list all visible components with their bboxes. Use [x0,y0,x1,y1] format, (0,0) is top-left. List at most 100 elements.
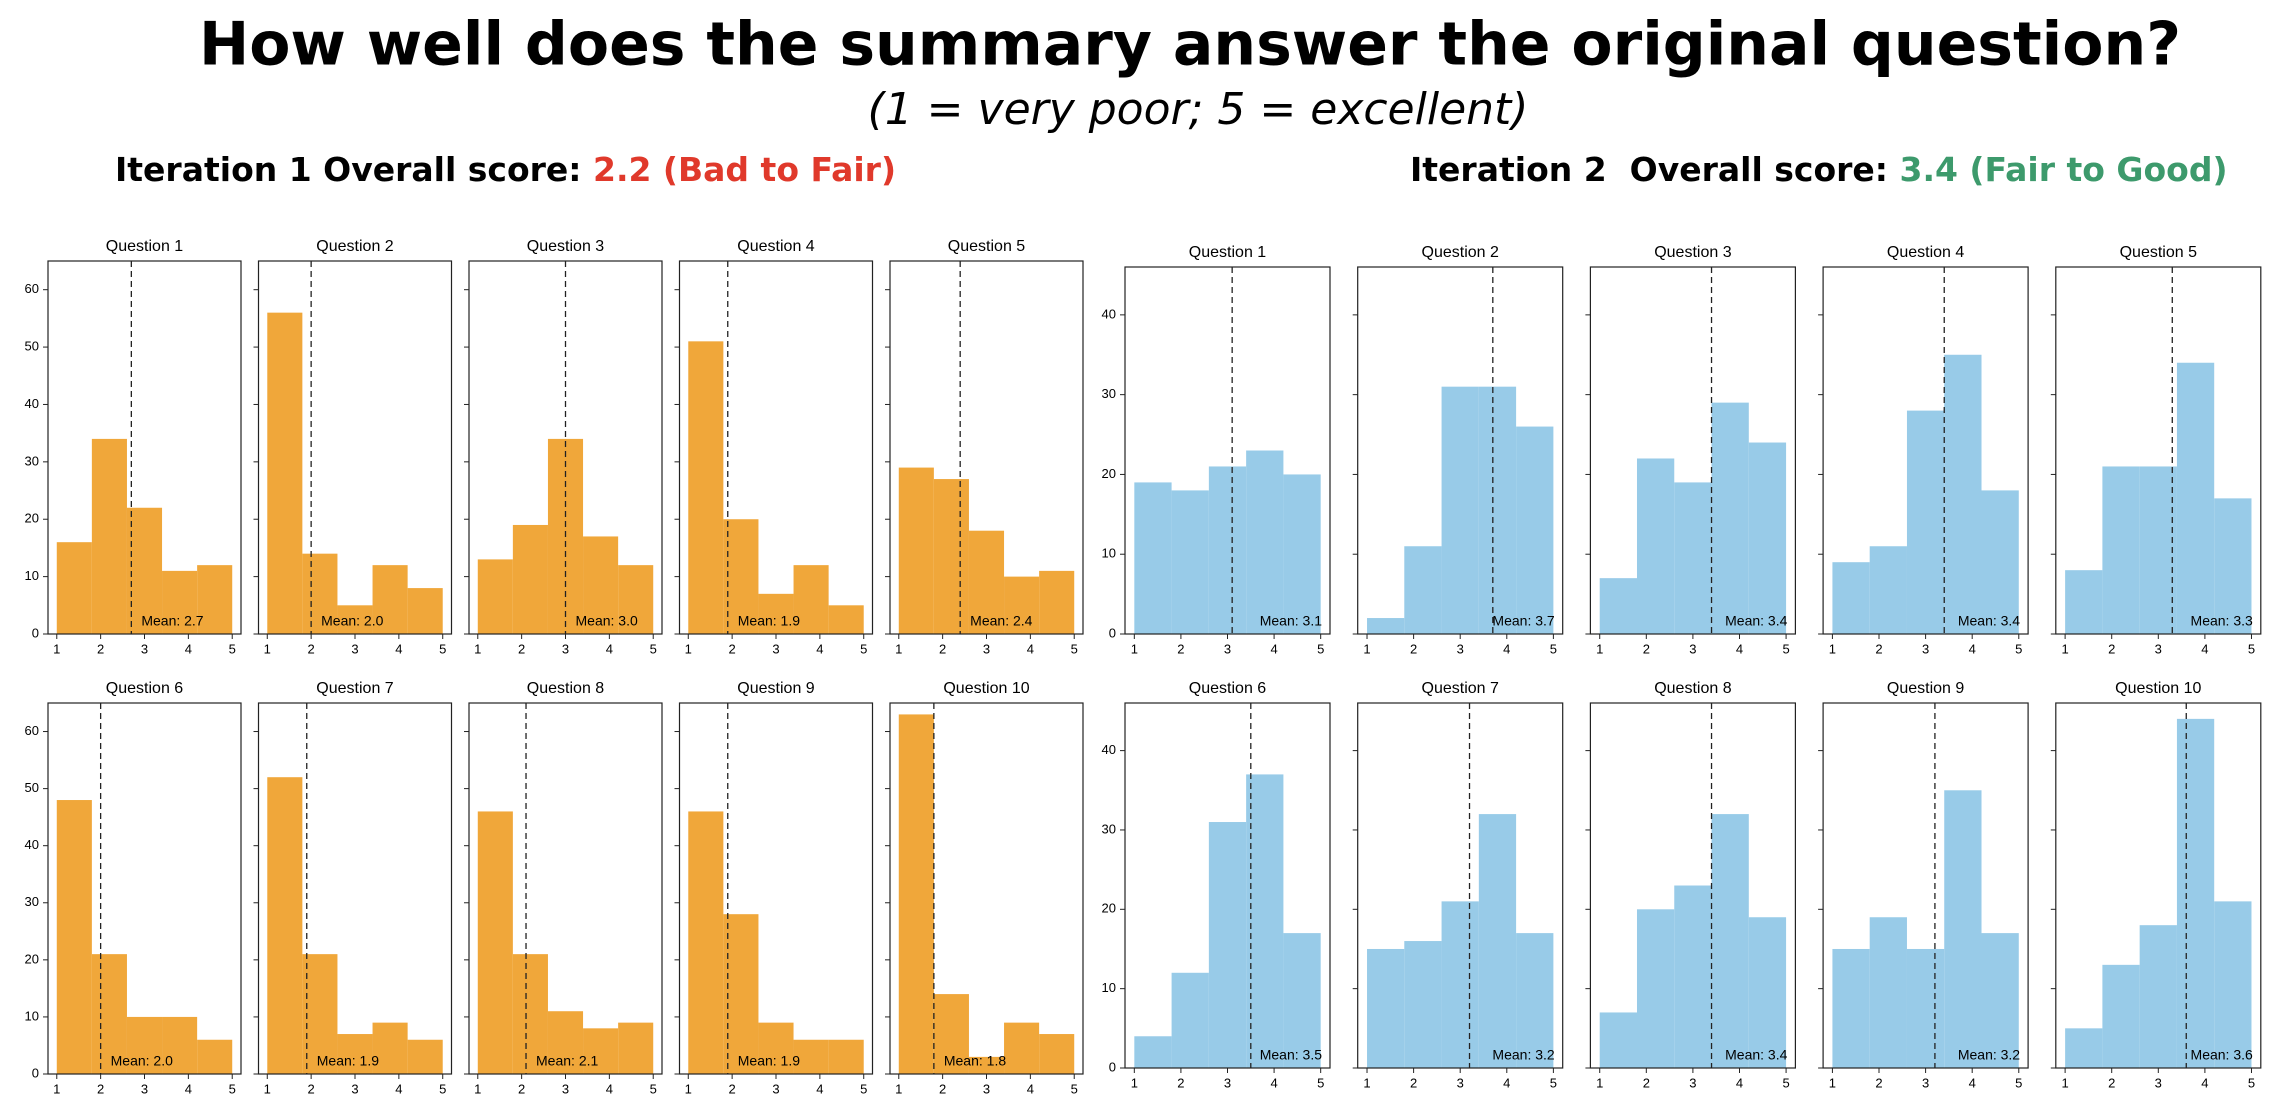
x-tick-label: 2 [1643,1075,1650,1090]
bar [1944,354,1982,634]
x-tick-label: 2 [1410,1075,1417,1090]
x-tick-label: 5 [650,1081,657,1096]
bar [1367,948,1405,1068]
y-tick-label: 50 [25,339,39,354]
chart-title: Question 6 [1189,680,1266,697]
mean-label: Mean: 2.0 [321,613,383,629]
bar [512,524,548,634]
x-tick-label: 4 [2201,1075,2208,1090]
x-tick-label: 2 [2108,1075,2115,1090]
bar [1599,1012,1637,1068]
x-tick-label: 5 [1550,1075,1557,1090]
x-tick-label: 3 [1922,641,1929,656]
bar [1516,426,1554,634]
x-tick-label: 3 [1689,641,1696,656]
bar [933,994,969,1074]
panel-header: Iteration 2 Overall score: 3.4 (Fair to … [1410,150,2228,189]
bar [1674,885,1712,1068]
y-tick-label: 0 [32,1065,39,1080]
x-tick-label: 1 [1131,1075,1138,1090]
bar [2176,718,2215,1068]
x-tick-label: 2 [1875,1075,1882,1090]
bar [618,565,654,634]
x-tick-label: 4 [1270,641,1277,656]
page-title: How well does the summary answer the ori… [199,10,2181,80]
chart-title: Question 5 [2120,244,2197,261]
x-tick-label: 1 [474,641,481,656]
bar [91,954,127,1074]
x-tick-label: 3 [562,641,569,656]
bar [1208,466,1247,634]
x-tick-label: 3 [2155,641,2162,656]
chart-title: Question 7 [316,680,393,697]
x-tick-label: 4 [395,1081,402,1096]
mean-label: Mean: 2.4 [970,613,1032,629]
y-tick-label: 20 [25,951,39,966]
bar [898,714,934,1074]
chart-title: Question 4 [737,238,814,255]
bar [1283,474,1321,634]
chart-title: Question 8 [527,680,604,697]
x-tick-label: 2 [939,1081,946,1096]
mean-label: Mean: 1.9 [317,1053,379,1069]
bar [337,1034,373,1074]
y-tick-label: 40 [25,837,39,852]
bar [1599,578,1637,634]
chart-title: Question 4 [1887,244,1964,261]
bar [1039,570,1075,634]
page-subtitle: (1 = very poor; 5 = excellent) [868,84,1529,135]
bar [1674,482,1712,634]
bar [126,507,163,634]
mean-label: Mean: 3.7 [1492,613,1554,629]
mean-label: Mean: 3.1 [1260,613,1322,629]
y-tick-label: 40 [25,396,39,411]
x-tick-label: 1 [1596,641,1603,656]
x-tick-label: 3 [772,641,779,656]
y-tick-label: 30 [1102,821,1116,836]
bar [1134,482,1172,634]
x-tick-label: 4 [606,641,613,656]
bar [828,1039,864,1074]
bar [1441,386,1479,634]
x-tick-label: 5 [2248,641,2255,656]
chart-title: Question 9 [737,680,814,697]
panel-score: 2.2 (Bad to Fair) [593,150,896,189]
bar [91,438,127,634]
x-tick-label: 3 [562,1081,569,1096]
x-tick-label: 5 [229,641,236,656]
y-tick-label: 30 [25,453,39,468]
x-tick-label: 1 [685,641,692,656]
x-tick-label: 3 [1457,641,1464,656]
bar [793,1039,829,1074]
bar [372,1022,408,1074]
bar [1367,618,1405,634]
y-tick-label: 0 [32,625,39,640]
x-tick-label: 2 [97,641,104,656]
bar [1636,909,1675,1068]
x-tick-label: 1 [264,641,271,656]
x-tick-label: 1 [2062,1075,2069,1090]
x-tick-label: 5 [2015,641,2022,656]
mean-label: Mean: 3.3 [2191,613,2253,629]
chart-title: Question 3 [1654,244,1731,261]
bar [302,954,338,1074]
y-tick-label: 60 [25,723,39,738]
x-tick-label: 3 [351,1081,358,1096]
bar [688,341,724,634]
bar [1944,790,1982,1068]
bar [828,605,864,634]
x-tick-label: 5 [1550,641,1557,656]
y-tick-label: 10 [25,1008,39,1023]
bar [688,811,724,1074]
x-tick-label: 2 [729,1081,736,1096]
bar [302,553,338,634]
x-tick-label: 2 [939,641,946,656]
bar [793,565,829,634]
bar [1981,933,2019,1068]
bar [1981,490,2019,634]
y-tick-label: 20 [1102,466,1116,481]
bar [162,1016,198,1074]
x-tick-label: 4 [1736,641,1743,656]
bar [1832,948,1870,1068]
bar [407,588,443,634]
